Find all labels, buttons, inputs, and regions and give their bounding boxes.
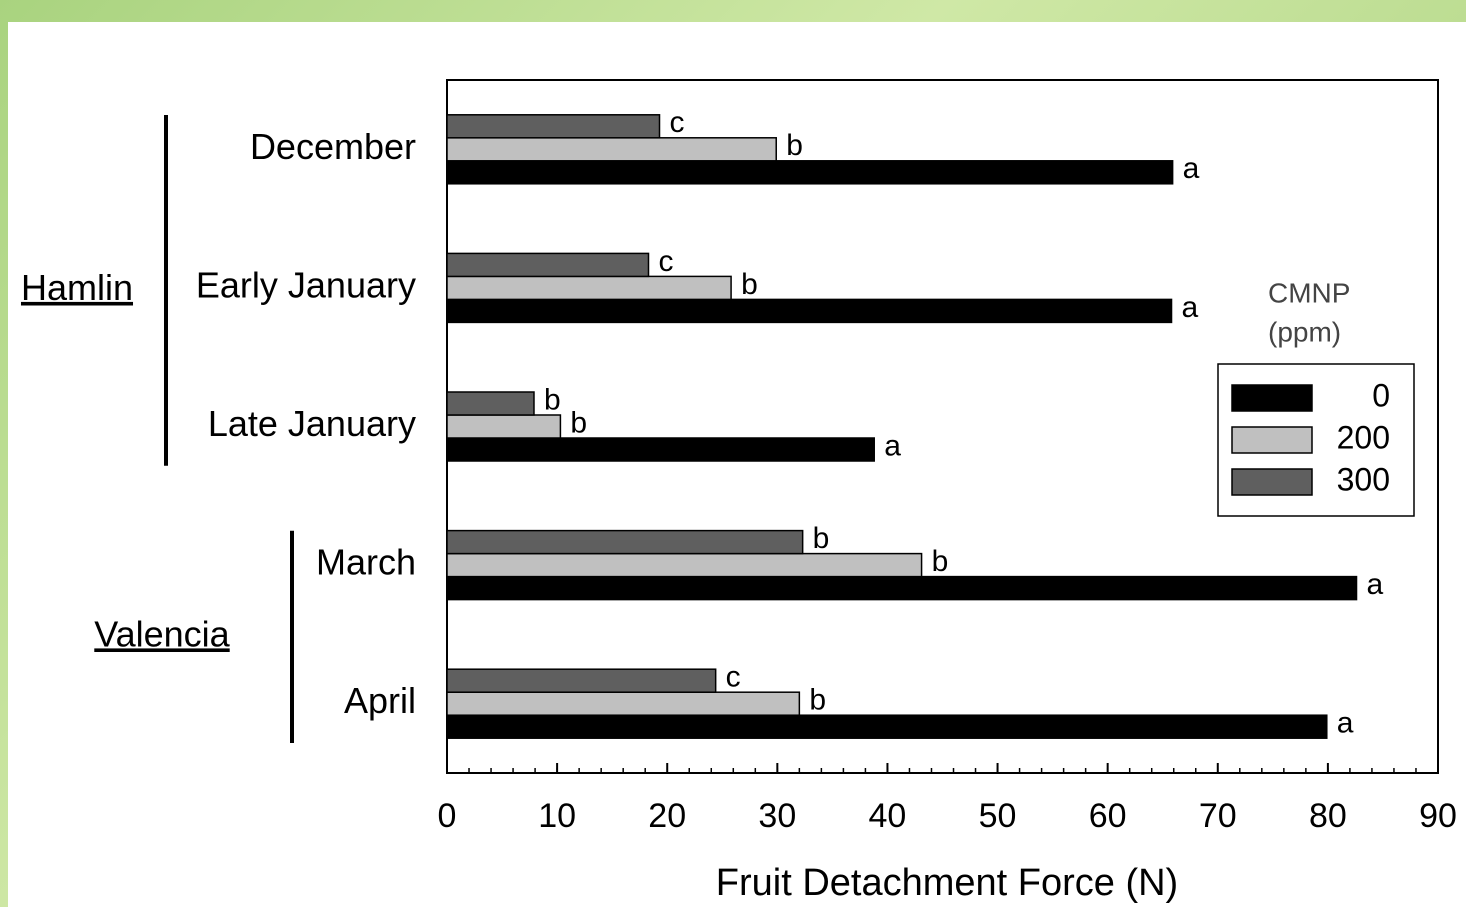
bar-annotation: b xyxy=(741,268,758,301)
bar-annotation: a xyxy=(884,429,901,462)
bar xyxy=(446,114,661,139)
legend-label: 200 xyxy=(1337,419,1390,455)
bar-annotation: a xyxy=(1337,707,1354,740)
bar xyxy=(446,714,1328,739)
bar-annotation: b xyxy=(570,406,587,439)
x-tick-label: 50 xyxy=(979,797,1017,835)
legend-swatch xyxy=(1231,384,1313,412)
bar xyxy=(446,575,1358,601)
bar-annotation: b xyxy=(786,129,803,162)
legend-swatch xyxy=(1231,468,1313,496)
x-tick-label: 20 xyxy=(648,797,686,835)
y-tick-label: April xyxy=(344,680,416,721)
bar xyxy=(446,137,777,162)
x-tick-label: 70 xyxy=(1199,797,1237,835)
bar-annotation: c xyxy=(726,661,741,694)
y-tick-label: December xyxy=(250,126,416,167)
x-tick-label: 90 xyxy=(1419,797,1457,835)
legend-label: 0 xyxy=(1372,377,1390,413)
bar xyxy=(446,391,535,416)
legend-title: CMNP xyxy=(1268,277,1350,308)
bar-annotation: b xyxy=(544,383,561,416)
group-label: Hamlin xyxy=(21,267,133,308)
x-tick-label: 80 xyxy=(1309,797,1347,835)
bar xyxy=(446,298,1173,324)
bar xyxy=(446,414,562,439)
legend-swatch xyxy=(1231,426,1313,454)
x-axis-label: Fruit Detachment Force (N) xyxy=(716,862,1178,904)
x-tick-label: 0 xyxy=(438,797,457,835)
bar-annotation: c xyxy=(659,245,674,278)
bar-annotation: a xyxy=(1182,291,1199,324)
bar-annotation: b xyxy=(809,684,826,717)
x-tick-label: 60 xyxy=(1089,797,1127,835)
bar xyxy=(446,668,717,693)
bar-annotation: b xyxy=(932,545,949,578)
group-label: Valencia xyxy=(94,613,230,654)
bar xyxy=(446,252,650,278)
bar xyxy=(446,275,732,301)
bar-annotation: a xyxy=(1183,152,1200,185)
y-tick-label: Late January xyxy=(208,403,416,444)
bar-annotation: c xyxy=(670,106,685,139)
y-tick-label: March xyxy=(316,542,416,583)
bar xyxy=(446,160,1174,185)
bar-annotation: b xyxy=(813,522,830,555)
bar xyxy=(446,437,875,462)
bar xyxy=(446,552,923,578)
bar xyxy=(446,529,804,555)
legend-label: 300 xyxy=(1337,461,1390,497)
x-tick-label: 30 xyxy=(758,797,796,835)
bar xyxy=(446,691,801,716)
legend-title: (ppm) xyxy=(1268,316,1341,347)
bar-annotation: a xyxy=(1367,568,1384,601)
y-tick-label: Early January xyxy=(196,264,416,305)
x-tick-label: 10 xyxy=(538,797,576,835)
x-tick-label: 40 xyxy=(869,797,907,835)
